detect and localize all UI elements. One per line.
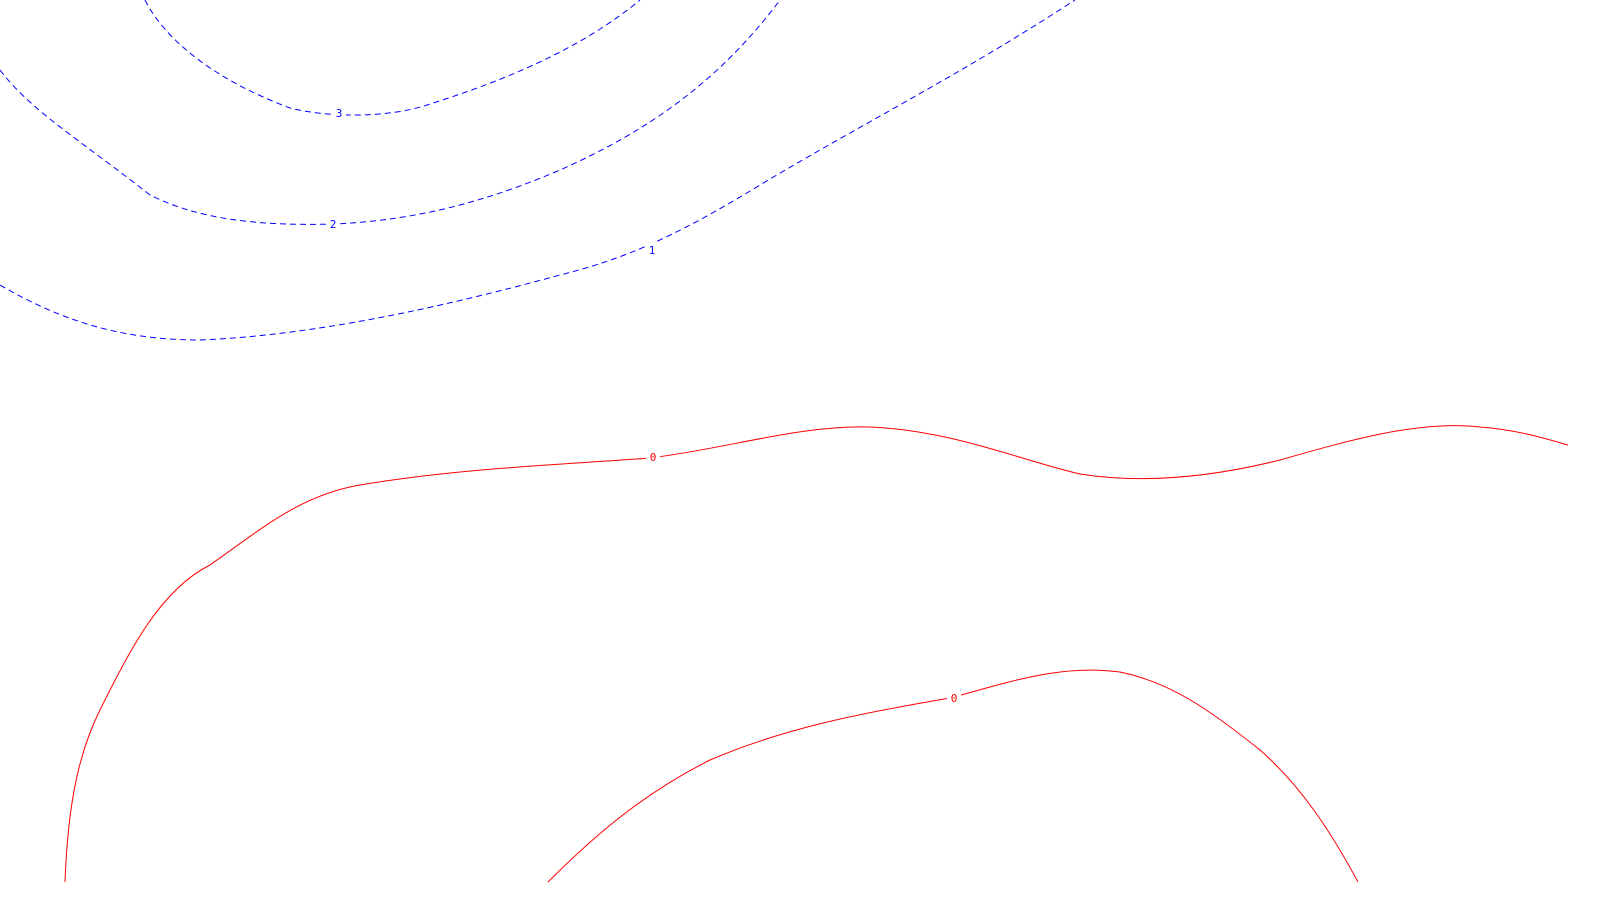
contour-line-zero-lower: 0 [547,669,1359,883]
contour-label-bg-neg3 [332,105,346,119]
contour-label-bg-zero-lower [947,691,961,705]
contour-label-zero-upper: 0 [650,451,657,464]
contour-path-zero-lower [547,669,1359,883]
contour-path-zero-upper [64,425,1569,883]
contour-line-neg2: 2 [0,0,781,231]
contour-label-bg-zero-upper [646,450,660,464]
contour-line-neg3: 3 [144,0,641,120]
contour-label-zero-lower: 0 [951,692,958,705]
contour-path-neg2 [0,0,781,225]
contour-label-neg1: 1 [649,244,656,257]
contour-label-bg-neg1 [645,242,659,256]
contour-label-bg-neg2 [326,216,340,230]
contour-label-neg3: 3 [336,107,343,120]
contour-path-neg1 [0,0,1076,341]
contour-line-neg1: 1 [0,0,1076,341]
contour-line-zero-upper: 0 [64,425,1569,883]
contour-label-neg2: 2 [330,218,337,231]
